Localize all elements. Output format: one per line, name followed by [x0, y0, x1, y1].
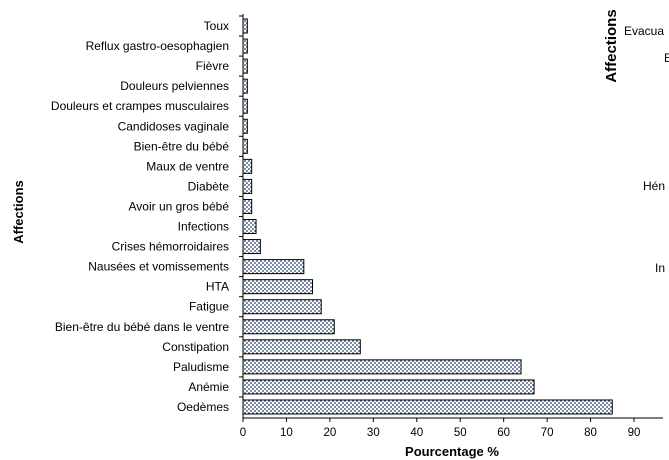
category-label: Oedèmes	[177, 400, 229, 414]
bar-12	[242, 239, 261, 255]
x-axis-title: Pourcentage %	[405, 444, 499, 459]
right-panel-label-1: Evacua	[624, 24, 664, 38]
category-label: Bien-être du bébé	[134, 139, 230, 153]
x-tick-label: 10	[280, 427, 293, 439]
bar-17	[242, 339, 361, 355]
bar-2	[242, 38, 248, 54]
category-label: Reflux gastro-oesophagien	[86, 39, 229, 53]
bar-5	[242, 98, 248, 114]
right-panel-label-3: Hén	[643, 179, 665, 193]
category-label: Fièvre	[196, 59, 230, 73]
category-label: Crises hémorroidaires	[112, 240, 229, 254]
bar-19	[242, 379, 535, 395]
bars-group	[242, 18, 613, 415]
category-label: Anémie	[188, 380, 229, 394]
x-tick-label: 30	[367, 427, 380, 439]
bar-20	[242, 399, 613, 415]
category-label: Toux	[204, 19, 229, 33]
bar-9	[242, 178, 253, 194]
bar-16	[242, 319, 335, 335]
bar-6	[242, 118, 248, 134]
bar-4	[242, 78, 248, 94]
right-panel-y-axis-title: Affections	[603, 9, 620, 82]
category-label: HTA	[206, 280, 229, 294]
right-panel-label-4: In	[655, 261, 665, 275]
right-panel-label-2: E	[664, 51, 669, 65]
bar-18	[242, 359, 522, 375]
category-label: Nausées et vomissements	[88, 260, 229, 274]
x-tick-label: 0	[240, 427, 246, 439]
category-label: Paludisme	[173, 360, 229, 374]
bar-3	[242, 58, 248, 74]
bar-1	[242, 18, 248, 34]
x-tick-label: 20	[323, 427, 336, 439]
category-label: Infections	[178, 220, 229, 234]
x-tick-label: 50	[454, 427, 467, 439]
x-tick-label: 40	[410, 427, 423, 439]
bar-7	[242, 138, 248, 154]
bar-15	[242, 299, 322, 315]
category-label: Maux de ventre	[146, 159, 229, 173]
x-tick-label: 90	[628, 427, 641, 439]
x-tick-label: 60	[497, 427, 510, 439]
category-label: Bien-être du bébé dans le ventre	[55, 320, 229, 334]
bar-8	[242, 158, 253, 174]
category-label: Douleurs et crampes musculaires	[51, 99, 229, 113]
category-label: Candidoses vaginale	[118, 119, 230, 133]
bar-13	[242, 259, 305, 275]
category-labels-group: Toux Reflux gastro-oesophagien Fièvre Doule…	[51, 15, 243, 414]
bar-10	[242, 198, 253, 214]
bar-14	[242, 279, 314, 295]
category-label: Diabète	[188, 179, 230, 193]
category-label: Douleurs pelviennes	[120, 79, 229, 93]
x-ticks-group: 0 10 20 30 40 50 60 70 80 90	[240, 418, 641, 439]
category-label: Constipation	[162, 340, 229, 354]
y-axis-title: Affections	[11, 180, 26, 244]
x-tick-label: 80	[584, 427, 597, 439]
x-tick-label: 70	[541, 427, 554, 439]
category-label: Avoir un gros bébé	[128, 199, 229, 213]
bar-11	[242, 219, 257, 235]
category-label: Fatigue	[189, 300, 229, 314]
